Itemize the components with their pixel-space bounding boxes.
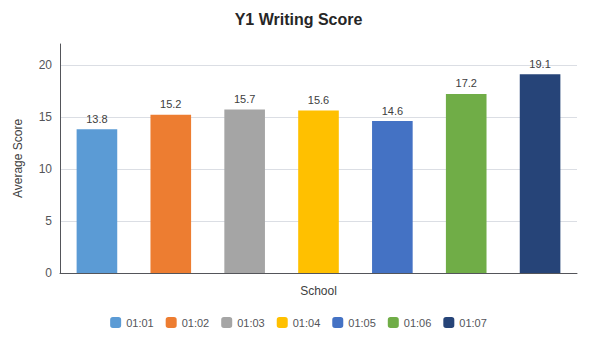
svg-text:01:02: 01:02 [182, 317, 210, 329]
svg-text:Average Score: Average Score [11, 119, 25, 198]
svg-text:01:01: 01:01 [126, 317, 154, 329]
svg-text:15.6: 15.6 [308, 94, 329, 106]
svg-text:15.2: 15.2 [160, 98, 181, 110]
svg-text:15: 15 [39, 110, 53, 124]
svg-text:17.2: 17.2 [456, 77, 477, 89]
svg-text:01:04: 01:04 [293, 317, 321, 329]
svg-text:13.8: 13.8 [86, 113, 107, 125]
svg-text:Y1 Writing Score: Y1 Writing Score [235, 11, 363, 28]
svg-text:01:06: 01:06 [404, 317, 432, 329]
svg-text:School: School [300, 284, 337, 298]
svg-text:5: 5 [45, 214, 52, 228]
svg-text:20: 20 [39, 58, 53, 72]
svg-text:10: 10 [39, 162, 53, 176]
svg-text:14.6: 14.6 [382, 105, 403, 117]
svg-text:19.1: 19.1 [529, 58, 550, 70]
svg-text:01:03: 01:03 [237, 317, 265, 329]
svg-text:01:07: 01:07 [459, 317, 487, 329]
svg-text:15.7: 15.7 [234, 93, 255, 105]
svg-text:0: 0 [45, 266, 52, 280]
svg-text:01:05: 01:05 [348, 317, 376, 329]
